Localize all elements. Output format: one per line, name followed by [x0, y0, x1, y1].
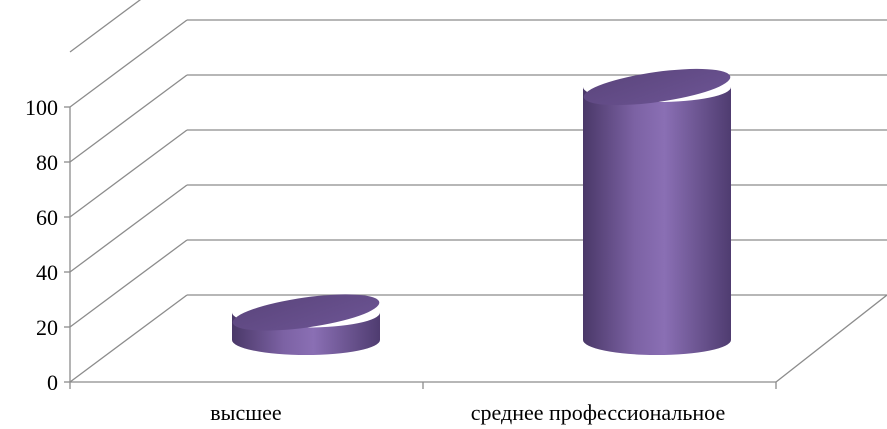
gridline-diagonal: [69, 19, 188, 108]
bar-body: [583, 87, 731, 355]
gridline-diagonal: [69, 74, 188, 163]
gridline-diagonal: [69, 184, 188, 273]
bar-cap: [232, 294, 380, 331]
axes: [64, 106, 887, 389]
bar-body: [232, 312, 380, 355]
y-tick-label: 40: [36, 260, 58, 285]
y-tick-label: 20: [36, 315, 58, 340]
category-label: среднее профессиональное: [471, 400, 725, 425]
bars: [232, 68, 731, 355]
y-tick-label: 0: [47, 370, 58, 395]
category-label: высшее: [210, 400, 281, 425]
floor-right-edge: [775, 294, 887, 383]
bar: [583, 68, 731, 355]
gridline-diagonal: [69, 239, 188, 328]
bar-cap: [583, 68, 731, 106]
gridline-diagonal: [69, 0, 142, 53]
gridline-diagonal: [69, 129, 188, 218]
y-tick-labels: 0 20 40 60 80 100: [25, 95, 58, 395]
y-tick-label: 80: [36, 150, 58, 175]
gridlines: [69, 0, 887, 383]
category-labels: высшее среднее профессиональное: [210, 400, 725, 425]
gridline-diagonal: [69, 294, 188, 383]
y-tick-label: 60: [36, 205, 58, 230]
bar: [232, 294, 380, 355]
y-tick-label: 100: [25, 95, 58, 120]
